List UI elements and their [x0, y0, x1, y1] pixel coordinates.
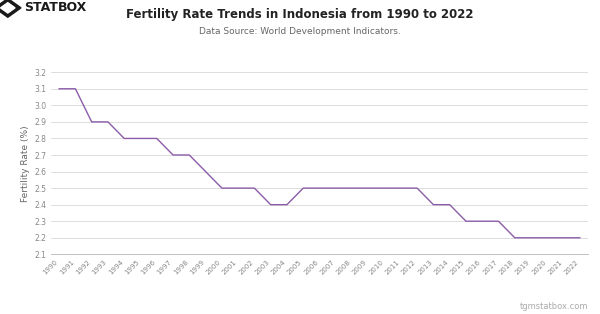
Text: tgmstatbox.com: tgmstatbox.com [520, 302, 588, 311]
Indonesia [202, 170, 209, 173]
Text: STAT: STAT [25, 1, 58, 14]
Y-axis label: Fertility Rate (%): Fertility Rate (%) [21, 125, 30, 202]
Indonesia [104, 120, 112, 124]
Indonesia [495, 219, 502, 223]
Indonesia [397, 186, 404, 190]
Indonesia [251, 186, 258, 190]
Text: BOX: BOX [58, 1, 88, 14]
Indonesia [381, 186, 388, 190]
Indonesia [218, 186, 226, 190]
Indonesia [56, 87, 63, 91]
Indonesia [576, 236, 583, 240]
Indonesia [72, 87, 79, 91]
Indonesia [88, 120, 95, 124]
Indonesia [365, 186, 372, 190]
Text: Data Source: World Development Indicators.: Data Source: World Development Indicator… [199, 27, 401, 36]
Indonesia [283, 203, 290, 207]
Indonesia [560, 236, 567, 240]
Indonesia [316, 186, 323, 190]
Indonesia [267, 203, 274, 207]
Indonesia [527, 236, 535, 240]
Indonesia [299, 186, 307, 190]
Indonesia [413, 186, 421, 190]
Indonesia [463, 219, 470, 223]
Indonesia [235, 186, 242, 190]
Indonesia [169, 153, 176, 157]
Line: Indonesia: Indonesia [59, 89, 580, 238]
Indonesia [479, 219, 486, 223]
Text: Fertility Rate Trends in Indonesia from 1990 to 2022: Fertility Rate Trends in Indonesia from … [126, 8, 474, 21]
Indonesia [186, 153, 193, 157]
Indonesia [430, 203, 437, 207]
Indonesia [349, 186, 356, 190]
Indonesia [121, 137, 128, 140]
Indonesia [137, 137, 144, 140]
Indonesia [446, 203, 453, 207]
Indonesia [544, 236, 551, 240]
Indonesia [511, 236, 518, 240]
Indonesia [332, 186, 340, 190]
Indonesia [153, 137, 160, 140]
